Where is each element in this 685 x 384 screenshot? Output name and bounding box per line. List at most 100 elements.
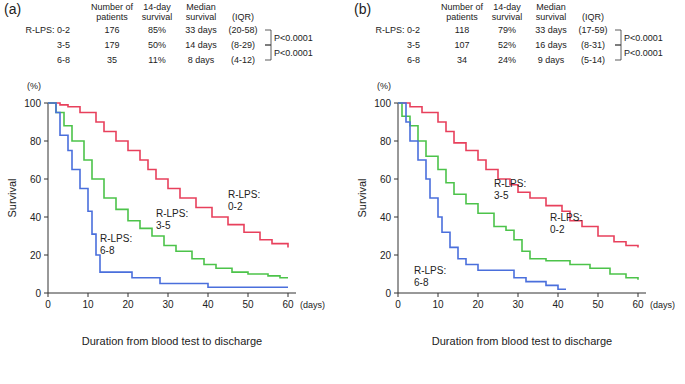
table-header: Number ofpatients — [91, 2, 134, 22]
table-cell: 176 — [104, 25, 119, 35]
x-unit: (days) — [300, 300, 325, 310]
y-axis-label: Survival — [6, 178, 18, 217]
label-line: 0-2 — [550, 224, 565, 235]
y-tick — [44, 255, 48, 256]
x-tick — [438, 293, 439, 297]
x-tick-label: 50 — [592, 299, 604, 310]
curve-label: R-LPS:3-5 — [156, 208, 188, 231]
y-tick — [394, 103, 398, 104]
y-tick — [44, 179, 48, 180]
curve-label: R-LPS:6-8 — [100, 233, 132, 256]
y-tick-label: 0 — [35, 288, 41, 299]
table-header: Mediansurvival — [186, 2, 217, 22]
x-tick — [48, 293, 49, 297]
x-tick-label: 20 — [472, 299, 484, 310]
label-line: 6-8 — [100, 245, 115, 256]
table-cell: 107 — [454, 40, 469, 50]
plot-area — [48, 103, 288, 287]
curve-label: R-LPS:6-8 — [414, 265, 446, 288]
table-cell: 3-5 — [57, 40, 70, 50]
panel: (a)Number ofpatients14-daysurvivalMedian… — [4, 1, 325, 347]
header-line: Number of — [441, 2, 484, 12]
table-header: Mediansurvival — [536, 2, 567, 22]
table-cell: 16 days — [535, 40, 567, 50]
x-tick-label: 40 — [202, 299, 214, 310]
table-cell: (5-14) — [581, 55, 605, 65]
table-cell: 9 days — [538, 55, 565, 65]
y-tick — [44, 293, 48, 294]
panel-title: (a) — [4, 1, 21, 17]
table-cell: 11% — [148, 55, 165, 65]
y-unit: (%) — [377, 81, 391, 91]
p-value: P<0.0001 — [624, 48, 663, 58]
bracket — [265, 45, 271, 60]
x-tick-label: 0 — [45, 299, 51, 310]
header-line: survival — [492, 12, 523, 22]
x-axis-label: Duration from blood test to discharge — [432, 335, 612, 347]
table-cell: 6-8 — [57, 55, 70, 65]
x-tick — [398, 293, 399, 297]
table-cell: R-LPS: 0-2 — [25, 25, 70, 35]
survival-curve — [48, 103, 288, 247]
table-cell: (17-59) — [578, 25, 607, 35]
label-line: R-LPS: — [414, 265, 446, 276]
x-tick-label: 0 — [395, 299, 401, 310]
y-tick-label: 100 — [374, 98, 391, 109]
x-tick-label: 30 — [162, 299, 174, 310]
x-tick — [88, 293, 89, 297]
label-line: R-LPS: — [156, 208, 188, 219]
y-tick-label: 40 — [380, 212, 392, 223]
header-line: patients — [96, 12, 128, 22]
x-tick-label: 40 — [552, 299, 564, 310]
table-cell: 52% — [498, 40, 516, 50]
label-line: R-LPS: — [228, 189, 260, 200]
table-cell: 79% — [498, 25, 516, 35]
y-tick — [44, 103, 48, 104]
plot-area — [398, 103, 638, 289]
table-cell: 34 — [457, 55, 467, 65]
label-line: R-LPS: — [550, 212, 582, 223]
header-line: survival — [186, 12, 217, 22]
y-tick-label: 60 — [380, 174, 392, 185]
label-line: R-LPS: — [100, 233, 132, 244]
p-value: P<0.0001 — [274, 48, 313, 58]
x-tick — [168, 293, 169, 297]
panel-title: (b) — [354, 1, 371, 17]
y-axis — [398, 103, 399, 293]
curve-label: R-LPS:3-5 — [494, 178, 526, 201]
x-tick — [128, 293, 129, 297]
table-cell: 6-8 — [407, 55, 420, 65]
header-line: (IQR) — [582, 12, 604, 22]
y-axis — [48, 103, 49, 293]
header-line: 14-day — [493, 2, 521, 12]
p-value: P<0.0001 — [274, 33, 313, 43]
y-axis-label: Survival — [356, 178, 368, 217]
x-tick — [558, 293, 559, 297]
header-line: Median — [536, 2, 566, 12]
table-cell: 85% — [148, 25, 166, 35]
survival-curve — [398, 103, 566, 289]
survival-curve — [398, 103, 638, 247]
table-cell: (8-31) — [581, 40, 605, 50]
survival-curve — [398, 103, 638, 280]
y-tick-label: 80 — [30, 136, 42, 147]
table-header: 14-daysurvival — [142, 2, 173, 22]
label-line: R-LPS: — [494, 178, 526, 189]
x-tick — [208, 293, 209, 297]
table-cell: 179 — [104, 40, 119, 50]
y-tick — [394, 141, 398, 142]
y-tick-label: 20 — [380, 250, 392, 261]
table-cell: 3-5 — [407, 40, 420, 50]
header-line: 14-day — [143, 2, 171, 12]
y-tick-label: 60 — [30, 174, 42, 185]
table-header: (IQR) — [232, 12, 254, 22]
y-tick-label: 20 — [30, 250, 42, 261]
x-axis — [398, 293, 646, 294]
x-tick — [248, 293, 249, 297]
x-tick — [598, 293, 599, 297]
table-cell: (4-12) — [231, 55, 255, 65]
table-cell: R-LPS: 0-2 — [375, 25, 420, 35]
curve-label: R-LPS:0-2 — [228, 189, 260, 212]
x-tick — [478, 293, 479, 297]
y-tick — [394, 255, 398, 256]
